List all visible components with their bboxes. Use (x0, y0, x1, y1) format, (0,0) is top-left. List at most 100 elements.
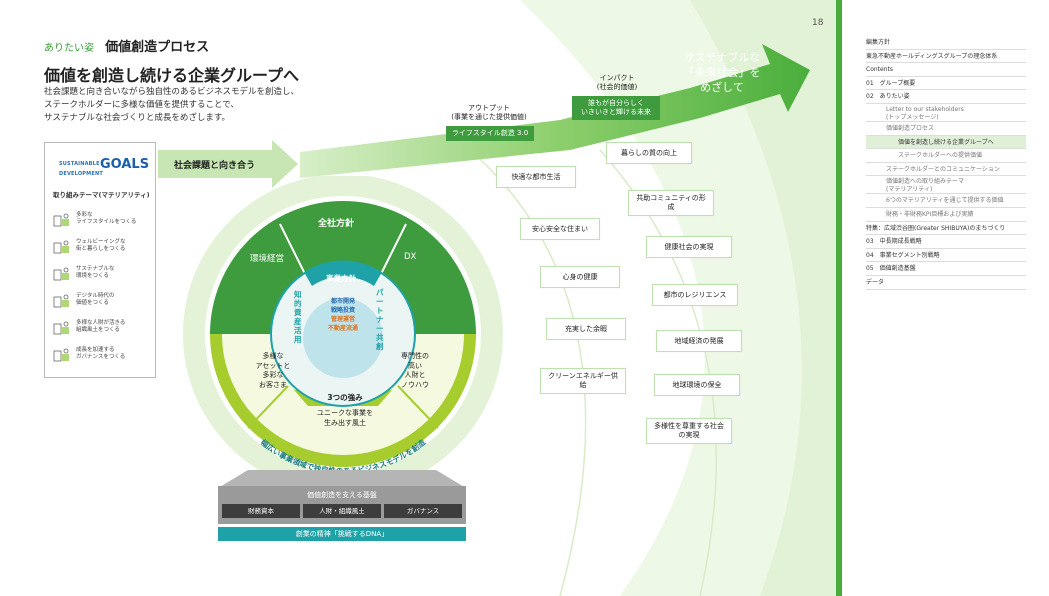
toc-item[interactable]: ステークホルダーとのコミュニケーション (866, 163, 1026, 177)
toc-item[interactable]: ステークホルダーへの提供価値 (866, 149, 1026, 163)
strength-culture: ユニークな事業を 生み出す風土 (302, 408, 388, 428)
toc-label-sub: (マテリアリティ) (886, 186, 933, 194)
core-business-item: 都市開発 (330, 298, 355, 305)
strength-line: 人財と (404, 371, 426, 379)
materiality-line: 成長を加速する (76, 346, 115, 353)
materiality-text: 成長を加速する ガバナンスをつくる (76, 347, 125, 361)
value-box: 共助コミュニティの形成 (628, 190, 714, 216)
strength-line: 多様な (262, 352, 284, 360)
materiality-line: 街と暮らしをつくる (76, 245, 126, 252)
impact-title-line2: (社会的価値) (596, 83, 638, 91)
toc-label: 6つのマテリアリティを通じて提供する価値 (886, 197, 1004, 205)
toc-label: ステークホルダーとのコミュニケーション (886, 165, 1000, 173)
table-of-contents: 編集方針東急不動産ホールディングスグループの理念体系 Contents 01 グルー… (866, 36, 1026, 290)
toc-item[interactable]: 特集：広域渋谷圏(Greater SHIBUYA)のまちづくり (866, 222, 1026, 236)
toc-item[interactable]: 東急不動産ホールディングスグループの理念体系 (866, 50, 1026, 64)
strength-line: ノウハウ (401, 380, 429, 389)
materiality-text: サステナブルな 環境をつくる (76, 266, 114, 280)
city-people-icon (53, 212, 71, 226)
toc-label: Letter to our stakeholders (886, 105, 964, 113)
output-title-line2: (事業を通じた提供価値) (451, 113, 527, 121)
impact-title: インパクト (社会的価値) (574, 74, 660, 92)
toc-label: 03 中長期成長戦略 (866, 238, 922, 246)
toc-item[interactable]: 価値創造への取り組みテーマ (マテリアリティ) (866, 176, 1026, 195)
toc-item[interactable]: データ (866, 276, 1026, 290)
output-title: アウトプット (事業を通じた提供価値) (444, 104, 534, 122)
strength-line: お客さま (259, 380, 287, 389)
materiality-text: デジタル時代の 価値をつくる (76, 293, 114, 307)
materiality-line: デジタル時代の (76, 292, 115, 299)
core-business-item: 不動産流通 (327, 325, 358, 332)
toc-item[interactable]: 01 グループ概要 (866, 77, 1026, 91)
base-roof (218, 470, 466, 488)
materiality-line: サステナブルな (76, 265, 115, 272)
materiality-line: 環境をつくる (76, 272, 109, 279)
toc-item[interactable]: Contents (866, 63, 1026, 77)
divider (247, 385, 289, 429)
toc-label-sub: (トップメッセージ) (886, 113, 939, 121)
social-issues-label: 社会課題と向き合う (174, 161, 256, 171)
toc-item[interactable]: 価値創造プロセス (866, 122, 1026, 136)
materiality-line: ガバナンスをつくる (76, 353, 126, 360)
materiality-item: 多彩な ライフスタイルをつくる (53, 205, 153, 232)
strength-line: 専門性の (401, 352, 429, 360)
toc-label: 財務・非財務KPI目標および実績 (886, 210, 974, 218)
section-divider-bar (836, 0, 842, 596)
value-box: 心身の健康 (540, 266, 620, 288)
impact-pill: 誰もが自分らしく いきいきと輝ける未来 (572, 96, 660, 120)
foundation-title: 価値創造を支える基盤 (307, 491, 377, 499)
social-issues-arrow (158, 140, 298, 188)
divider (397, 385, 439, 429)
core-business-item: 管理運営 (330, 316, 355, 323)
toc-item[interactable]: 04 事業セグメント別戦略 (866, 249, 1026, 263)
materiality-item: デジタル時代の 価値をつくる (53, 286, 153, 313)
value-box: 地域経済の発展 (656, 330, 742, 352)
business-model-circle: 幅広い事業領域で独自性のあるビジネスモデルを創造 (183, 176, 503, 494)
value-box: 都市のレジリエンス (652, 284, 738, 306)
strength-line: アセットと (255, 361, 291, 370)
toc-item[interactable]: 05 価値創造基盤 (866, 262, 1026, 276)
core-business-item: 戦略投資 (330, 307, 355, 314)
strength-talent: 専門性の 高い 人財と ノウハウ (392, 352, 438, 390)
materiality-text: ウェルビーイングな 街と暮らしをつくる (76, 239, 126, 253)
future-society-goal: サステナブルな 「未来社会」を めざして (672, 50, 772, 95)
materiality-line: 多彩な (76, 211, 93, 218)
foundation-governance: ガバナンス (384, 504, 462, 518)
toc-label: 価値創造プロセス (886, 124, 935, 132)
toc-item[interactable]: 財務・非財務KPI目標および実績 (866, 208, 1026, 222)
goal-line: めざして (700, 81, 744, 94)
goal-line: サステナブルな (683, 51, 761, 64)
foundation-talent-culture: 人財・組織風土 (303, 504, 381, 518)
toc-item[interactable]: 02 ありたい姿 (866, 90, 1026, 104)
materiality-item: ウェルビーイングな 街と暮らしをつくる (53, 232, 153, 259)
page-title: 価値を創造し続ける企業グループへ (44, 66, 300, 85)
page-number: 18 (812, 18, 824, 28)
bg-arc-inner (690, 0, 836, 596)
value-box: 快適な都市生活 (496, 166, 576, 188)
core-business-list: 都市開発戦略投資管理運営不動産流通 (318, 297, 368, 333)
bg-arc-outer (520, 0, 836, 596)
toc-item[interactable]: 03 中長期成長戦略 (866, 235, 1026, 249)
strength-line: 多彩な (262, 371, 284, 379)
toc-item[interactable]: Letter to our stakeholders (トップメッセージ) (866, 104, 1026, 122)
partner-cocreation-label: パートナー共創 (376, 288, 384, 351)
section-label: ありたい姿 (44, 43, 94, 54)
toc-item[interactable]: 編集方針 (866, 36, 1026, 50)
sdg-logo-line2: DEVELOPMENT (59, 171, 103, 177)
materiality-text: 多彩な ライフスタイルをつくる (76, 212, 136, 226)
toc-label: 編集方針 (866, 39, 891, 46)
toc-item[interactable]: 6つのマテリアリティを通じて提供する価値 (866, 194, 1026, 208)
intro-line: ステークホルダーに多様な価値を提供することで、 (44, 100, 239, 110)
sdg-logo-line1: SUSTAINABLE (59, 161, 100, 167)
toc-item[interactable]: 価値を創造し続ける企業グループへ (866, 135, 1026, 150)
toc-label: 価値創造への取り組みテーマ (886, 178, 965, 186)
intellectual-assets-label: 知的資産活用 (294, 290, 302, 344)
value-box: 暮らしの質の向上 (606, 142, 692, 164)
impact-title-line1: インパクト (599, 74, 635, 82)
toc-label: 02 ありたい姿 (866, 93, 910, 101)
foundation-financial-capital: 財務資本 (222, 504, 300, 518)
materiality-item: 多様な人財が活きる 組織風土をつくる (53, 313, 153, 340)
building-wellbeing-icon (53, 239, 71, 253)
business-policy-label: 事業方針 (326, 274, 356, 283)
